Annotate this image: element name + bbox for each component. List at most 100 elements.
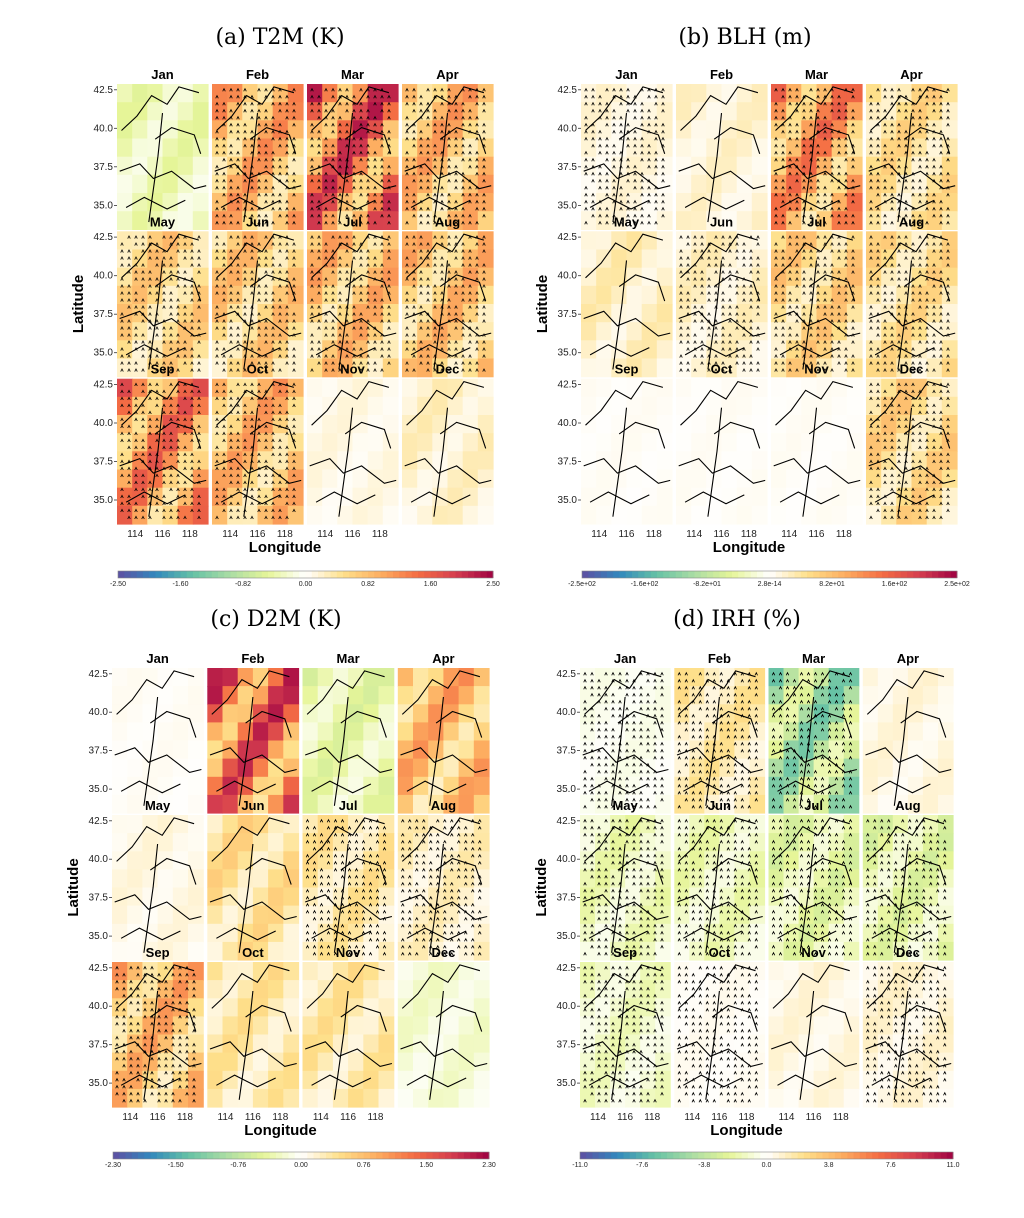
- colorbar-segment: [694, 571, 702, 578]
- value-cell: [625, 815, 641, 834]
- value-cell: [768, 833, 785, 852]
- value-cell: [352, 469, 369, 489]
- value-cell: [786, 120, 802, 140]
- value-cell: [188, 776, 204, 796]
- value-cell: [142, 794, 159, 814]
- value-cell: [719, 740, 735, 760]
- value-cell: [866, 396, 882, 416]
- value-cell: [127, 704, 143, 723]
- value-cell: [801, 285, 818, 305]
- value-cell: [257, 304, 274, 323]
- value-cell: [207, 794, 224, 814]
- value-cell: [813, 704, 830, 723]
- province-border: [305, 747, 393, 773]
- province-border: [779, 491, 840, 505]
- value-cell: [378, 833, 395, 852]
- value-cell: [302, 722, 319, 742]
- value-cell: [721, 322, 738, 341]
- value-cell: [272, 451, 289, 471]
- value-cell: [413, 794, 429, 814]
- panel-label-may: May: [614, 214, 640, 229]
- value-cell: [596, 211, 612, 230]
- value-cell: [402, 322, 418, 341]
- province-border: [114, 1041, 202, 1067]
- province-border: [611, 843, 626, 953]
- colorbar-segment: [732, 571, 739, 578]
- value-cell: [212, 84, 228, 103]
- colorbar-segment: [301, 1152, 308, 1159]
- value-cell: [813, 1070, 830, 1090]
- value-cell: [877, 704, 894, 723]
- x-tick-label: 116: [619, 529, 635, 540]
- colorbar-segment: [224, 571, 231, 578]
- colorbar-segment: [368, 571, 375, 578]
- y-tick-label: 35.0: [558, 495, 578, 506]
- value-cell: [674, 887, 690, 907]
- value-cell: [941, 84, 958, 103]
- value-cell: [813, 941, 830, 961]
- map-panel-apr: Apr: [866, 67, 958, 230]
- value-cell: [719, 1088, 735, 1108]
- province-border: [311, 233, 390, 279]
- value-cell: [242, 211, 259, 230]
- value-cell: [283, 923, 300, 943]
- value-cell: [580, 923, 596, 943]
- colorbar-segment: [744, 571, 752, 578]
- value-cell: [674, 686, 690, 705]
- value-cell: [413, 1016, 429, 1036]
- value-cell: [363, 794, 380, 814]
- value-cell: [172, 668, 189, 687]
- map-panel-apr: Apr: [862, 651, 954, 814]
- panel-label-mar: Mar: [337, 651, 360, 666]
- value-cell: [783, 668, 800, 687]
- value-cell: [581, 304, 597, 323]
- value-cell: [157, 1070, 174, 1090]
- value-cell: [907, 722, 924, 742]
- value-cell: [348, 869, 364, 889]
- colorbar-segment: [890, 1152, 898, 1159]
- value-cell: [801, 322, 818, 341]
- value-cell: [222, 962, 239, 981]
- colorbar-segment: [218, 571, 225, 578]
- colorbar-segment: [482, 1152, 490, 1159]
- value-cell: [227, 174, 243, 194]
- colorbar-segment: [946, 1152, 954, 1159]
- value-cell: [458, 794, 475, 814]
- value-cell: [363, 740, 380, 760]
- province-border: [439, 126, 487, 154]
- value-cell: [242, 285, 259, 305]
- value-cell: [866, 211, 882, 230]
- value-cell: [656, 156, 673, 176]
- province-border: [868, 457, 956, 484]
- value-cell: [382, 267, 399, 287]
- value-cell: [443, 905, 460, 925]
- value-cell: [640, 980, 656, 999]
- value-cell: [348, 704, 364, 723]
- value-cell: [172, 704, 189, 723]
- value-cell: [877, 998, 894, 1017]
- province-border: [808, 421, 856, 449]
- value-cell: [157, 998, 174, 1017]
- x-tick-label: 116: [250, 529, 266, 540]
- value-cell: [112, 962, 128, 981]
- colorbar-segment: [738, 571, 745, 578]
- colorbar-segment: [288, 1152, 296, 1159]
- panel-label-feb: Feb: [246, 67, 269, 82]
- value-cell: [162, 469, 179, 489]
- value-cell: [751, 211, 768, 230]
- colorbar-segment: [326, 1152, 333, 1159]
- value-cell: [188, 1016, 204, 1036]
- province-border: [582, 1041, 669, 1067]
- x-tick-label: 114: [591, 529, 607, 540]
- value-cell: [938, 905, 954, 925]
- x-tick-label: 114: [218, 1112, 234, 1123]
- value-cell: [132, 415, 148, 434]
- province-border: [617, 1004, 664, 1032]
- province-border: [585, 233, 664, 279]
- value-cell: [363, 980, 380, 999]
- value-cell: [252, 851, 269, 870]
- value-cell: [272, 378, 289, 398]
- colorbar-segment: [351, 1152, 358, 1159]
- value-cell: [798, 794, 815, 814]
- value-cell: [117, 120, 133, 140]
